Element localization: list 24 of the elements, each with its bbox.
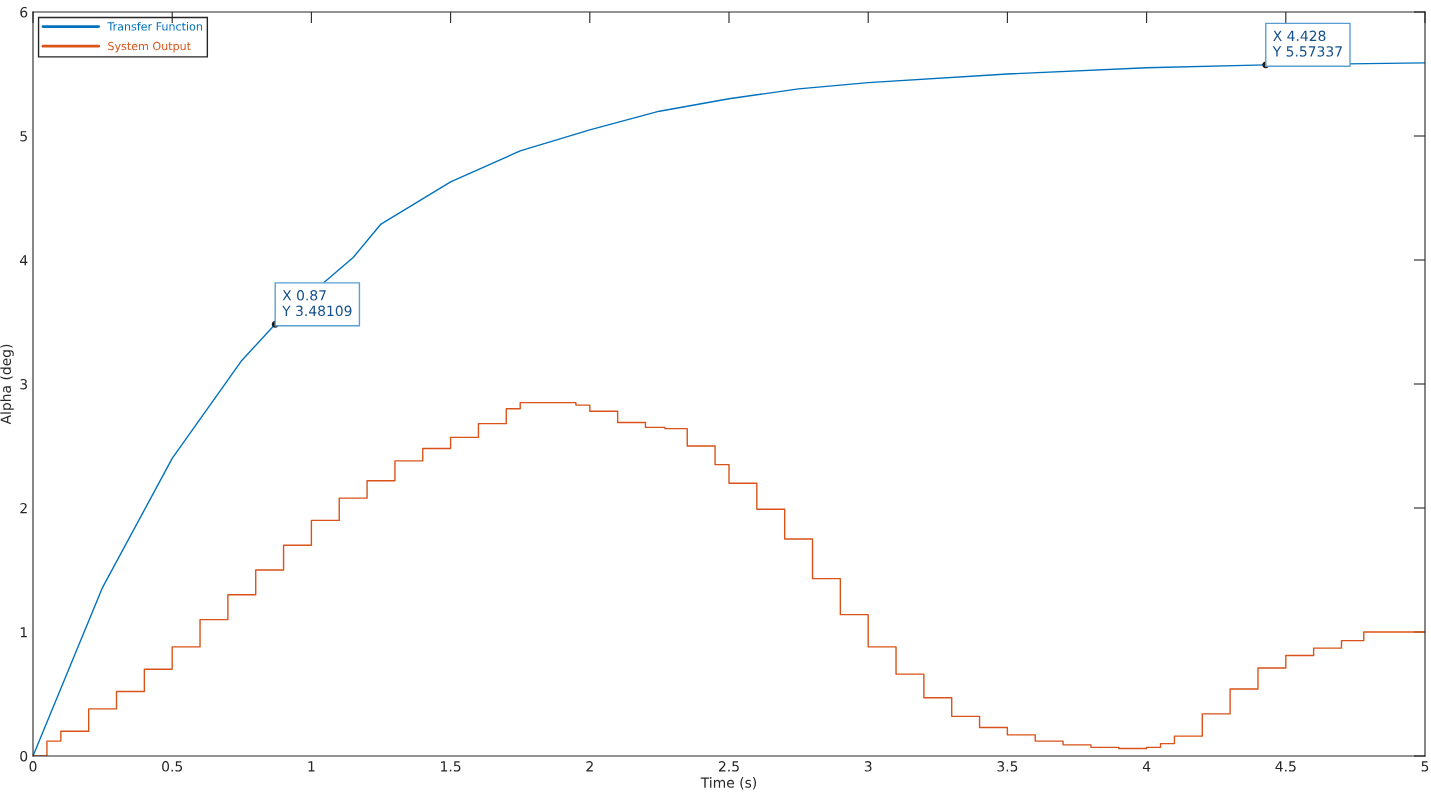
y-tick-label: 3 [20, 378, 28, 390]
x-tick-label: 2 [586, 761, 593, 772]
y-tick-label: 2 [20, 502, 27, 514]
annotation: X 4.428 Y 5.57337 [1272, 30, 1342, 57]
x-tick-label: 1 [308, 761, 315, 772]
x-tick-label: 3.5 [997, 761, 1018, 772]
x-tick-label: 4.5 [1275, 761, 1296, 772]
x-tick-label: 5 [1421, 761, 1429, 772]
y-tick-label: 6 [20, 6, 28, 18]
y-tick-label: 4 [19, 255, 28, 266]
y-tick-label: 0 [20, 750, 28, 762]
x-tick-label: 2.5 [718, 761, 739, 772]
text: System Output [108, 41, 191, 53]
y-axis-title: Alpha (deg) [0, 344, 14, 425]
x-tick-label: 0.5 [162, 761, 183, 772]
x-axis-title: Time (s) [700, 777, 757, 790]
y-tick-label: 1 [20, 627, 27, 638]
x-tick-label: 4 [1142, 761, 1151, 772]
x-tick-label: 0 [29, 761, 37, 772]
y-tick-label: 5 [20, 131, 27, 142]
annotation: X 0.87 Y 3.48109 [282, 290, 352, 317]
legend-label: Transfer Function [107, 22, 202, 31]
x-tick-label: 1.5 [441, 761, 461, 772]
x-tick-label: 3 [864, 761, 872, 772]
